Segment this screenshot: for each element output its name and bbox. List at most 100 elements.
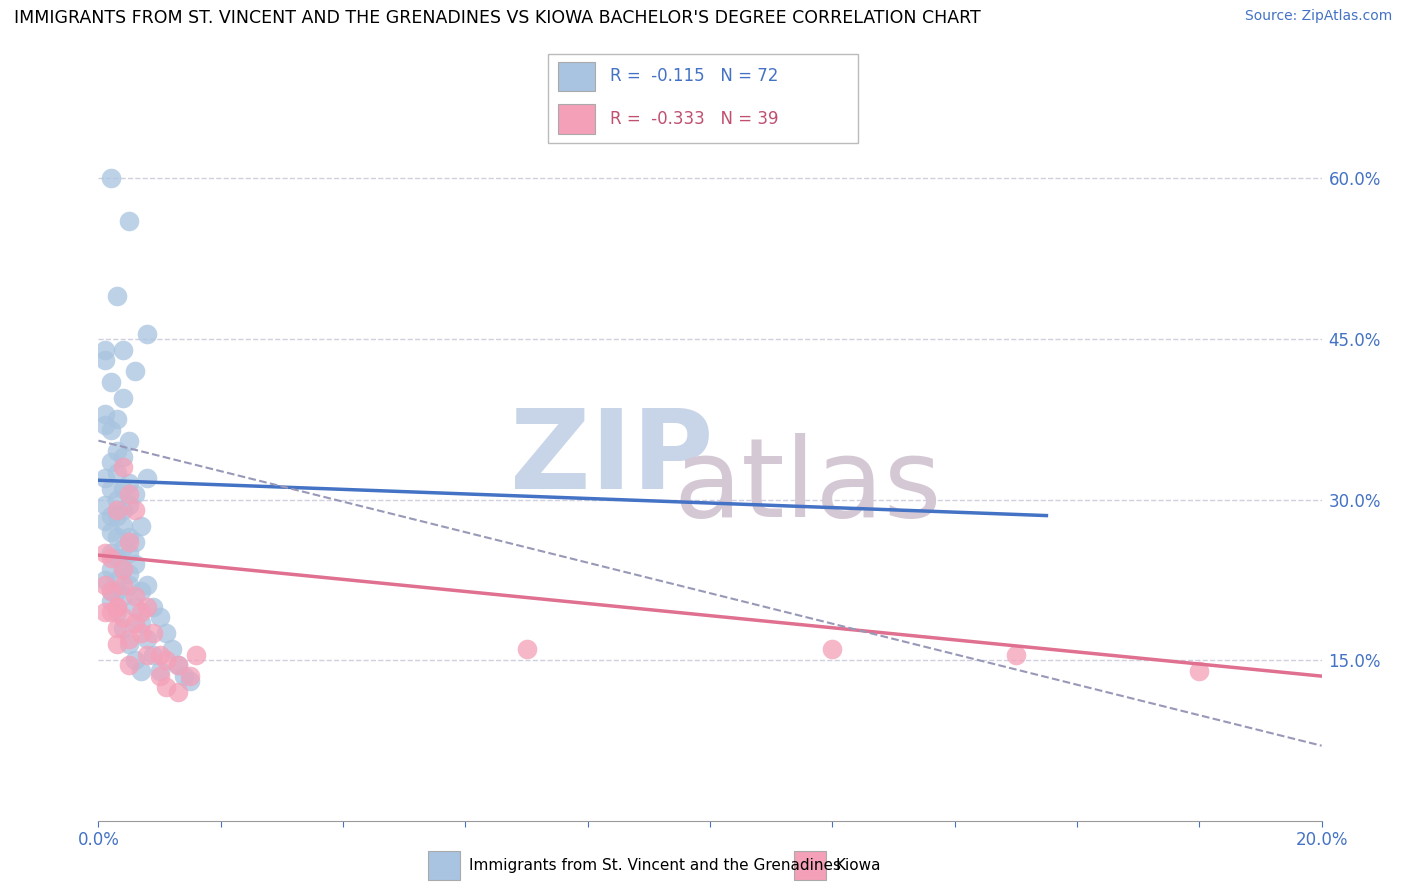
Point <box>124 653 146 667</box>
Point <box>118 637 141 651</box>
Point <box>516 642 538 657</box>
Point <box>105 599 128 614</box>
Point <box>93 417 115 432</box>
Point <box>129 626 152 640</box>
Point <box>1188 664 1211 678</box>
Point <box>111 562 134 576</box>
Point <box>105 530 128 544</box>
Point <box>129 583 152 598</box>
Point <box>118 546 141 560</box>
Bar <box>558 104 595 134</box>
Point <box>111 460 134 475</box>
Point <box>111 541 134 555</box>
Text: R =  -0.115   N = 72: R = -0.115 N = 72 <box>610 67 779 86</box>
Point <box>118 535 141 549</box>
Point <box>124 503 146 517</box>
Point <box>100 594 122 608</box>
Point <box>124 535 146 549</box>
Point <box>105 492 128 507</box>
Point <box>105 412 128 426</box>
Point <box>93 605 115 619</box>
Point <box>124 557 146 571</box>
Point <box>136 599 159 614</box>
Point <box>136 471 159 485</box>
Point <box>100 171 122 186</box>
Point <box>160 642 183 657</box>
Point <box>111 519 134 533</box>
Point <box>129 664 152 678</box>
Point <box>105 551 128 566</box>
Point <box>118 434 141 448</box>
Point <box>118 487 141 501</box>
Point <box>105 583 128 598</box>
Text: Source: ZipAtlas.com: Source: ZipAtlas.com <box>1244 9 1392 23</box>
Bar <box>558 62 595 91</box>
Point <box>149 610 172 624</box>
Point <box>93 578 115 592</box>
Point <box>129 605 152 619</box>
Point <box>93 514 115 528</box>
Point <box>111 343 134 357</box>
Point <box>111 621 134 635</box>
Point <box>111 503 134 517</box>
Point <box>149 648 172 662</box>
Point <box>118 214 141 228</box>
Point <box>179 674 201 689</box>
Point <box>105 503 128 517</box>
Point <box>136 578 159 592</box>
Point <box>100 605 122 619</box>
Point <box>111 578 134 592</box>
Text: R =  -0.333   N = 39: R = -0.333 N = 39 <box>610 110 779 128</box>
Point <box>93 407 115 421</box>
Point <box>167 685 190 699</box>
Point <box>93 353 115 368</box>
Point <box>118 476 141 491</box>
Bar <box>427 851 460 880</box>
Point <box>179 669 201 683</box>
Point <box>142 626 165 640</box>
Y-axis label: Bachelor's Degree: Bachelor's Degree <box>0 390 8 556</box>
Point <box>105 621 128 635</box>
Point <box>149 669 172 683</box>
Point <box>93 471 115 485</box>
Point <box>100 546 122 560</box>
Point <box>105 573 128 587</box>
Bar <box>794 851 827 880</box>
Point <box>111 562 134 576</box>
Point <box>105 289 128 303</box>
Point <box>100 583 122 598</box>
Point <box>118 567 141 582</box>
Point <box>124 615 146 630</box>
Point <box>111 589 134 603</box>
Point <box>100 524 122 539</box>
Point <box>167 658 190 673</box>
Point <box>100 375 122 389</box>
Point <box>129 615 152 630</box>
Text: Immigrants from St. Vincent and the Grenadines: Immigrants from St. Vincent and the Gren… <box>470 858 841 872</box>
Point <box>100 482 122 496</box>
Point <box>173 669 195 683</box>
Point <box>124 599 146 614</box>
Point <box>142 648 165 662</box>
Point <box>100 423 122 437</box>
Point <box>105 508 128 523</box>
Point <box>136 326 159 341</box>
Point <box>167 658 190 673</box>
Point <box>93 498 115 512</box>
Text: IMMIGRANTS FROM ST. VINCENT AND THE GRENADINES VS KIOWA BACHELOR'S DEGREE CORREL: IMMIGRANTS FROM ST. VINCENT AND THE GREN… <box>14 9 981 27</box>
Point <box>118 658 141 673</box>
Point <box>155 626 177 640</box>
Point <box>111 610 134 624</box>
Point <box>118 498 141 512</box>
Point <box>118 632 141 646</box>
Point <box>124 589 146 603</box>
Point <box>93 546 115 560</box>
Point <box>100 455 122 469</box>
Point <box>100 583 122 598</box>
Point <box>118 530 141 544</box>
Point <box>821 642 844 657</box>
Point <box>100 551 122 566</box>
Text: atlas: atlas <box>673 434 942 541</box>
Point <box>105 466 128 480</box>
Point <box>111 482 134 496</box>
